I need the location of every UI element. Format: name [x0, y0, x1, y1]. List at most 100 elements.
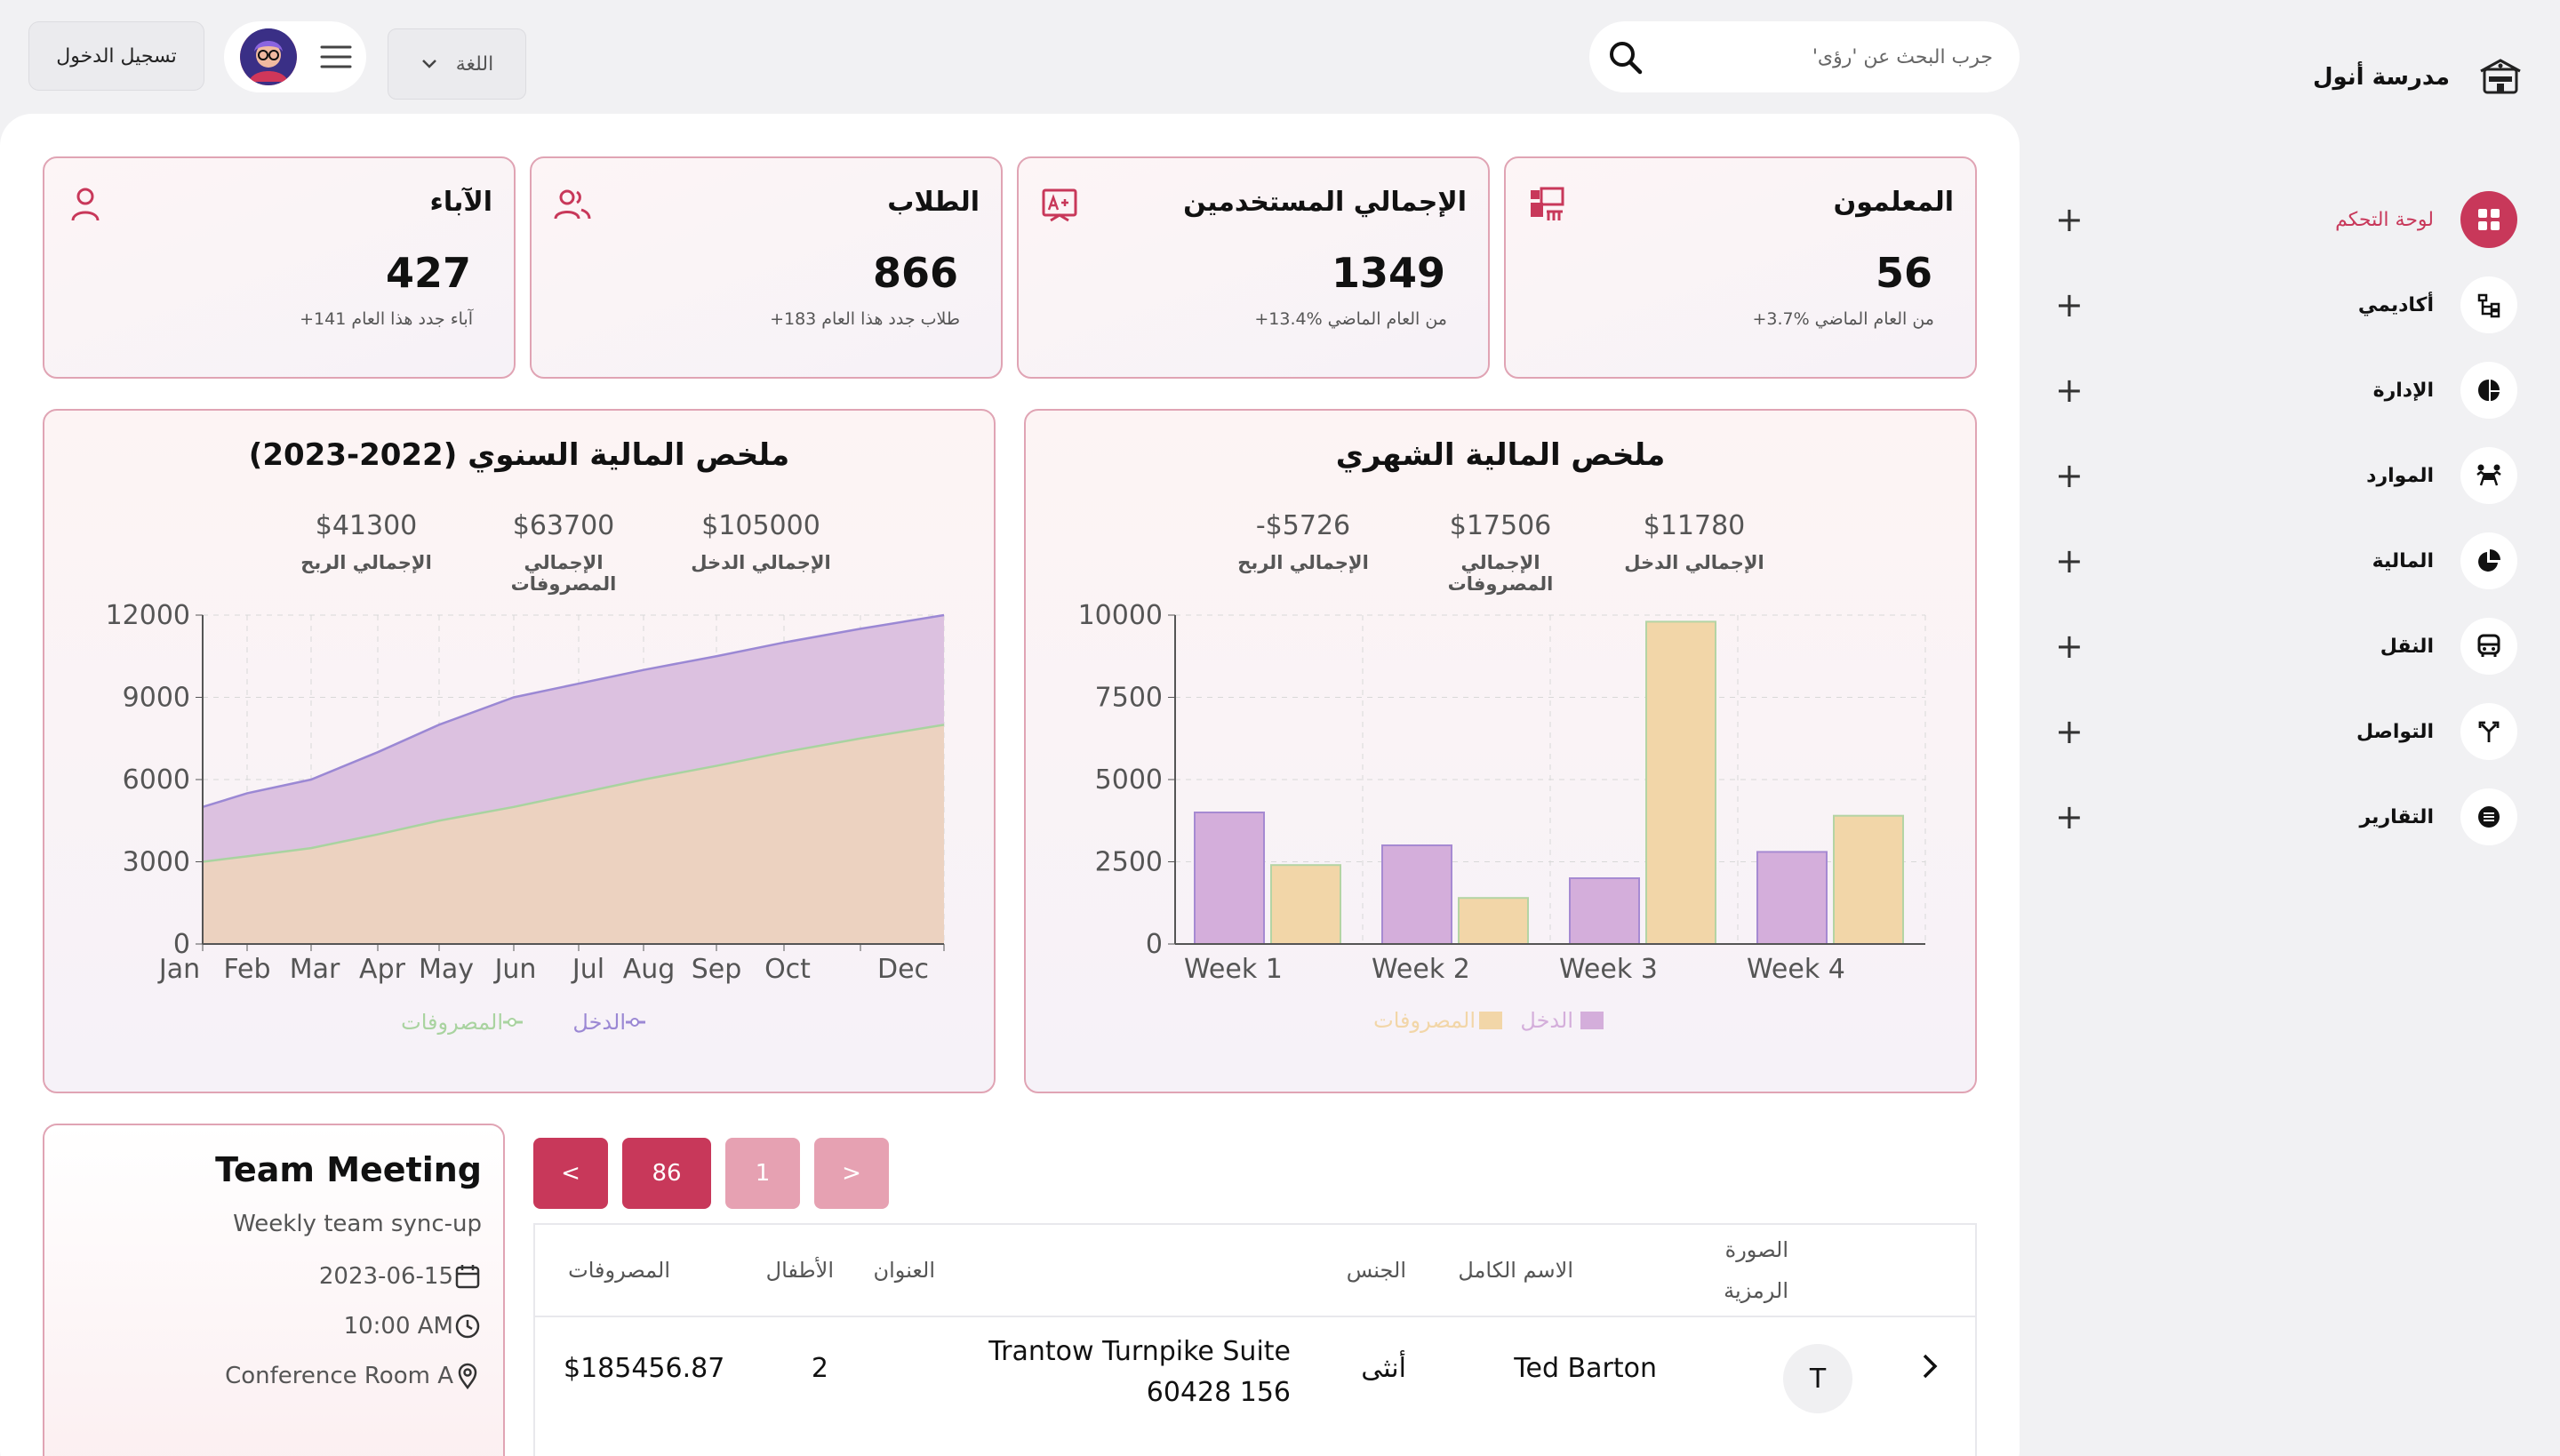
chevron-right-icon[interactable] [1918, 1351, 1941, 1381]
grade-icon [1042, 188, 1077, 222]
column-header-address[interactable]: العنوان [873, 1258, 936, 1283]
pagination-next-button[interactable]: > [814, 1138, 889, 1209]
x-tick-label: Week 3 [1559, 954, 1658, 985]
y-tick-label: 3000 [123, 847, 190, 878]
monthly-finance-card: ملخص المالية الشهري $11780 الإجمالي الدخ… [1024, 409, 1977, 1093]
login-button[interactable]: تسجيل الدخول [28, 21, 204, 91]
x-tick-label: Sep [692, 954, 742, 985]
search-bar[interactable] [1589, 21, 2020, 92]
chevron-down-icon [421, 60, 436, 68]
x-tick-label: Week 1 [1184, 954, 1283, 985]
stat-card-teachers[interactable]: المعلمون 56 +3.7% من العام الماضي [1504, 156, 1977, 379]
stat-title: الآباء [429, 187, 493, 218]
sidebar-item-transport[interactable]: النقل + [2055, 615, 2517, 677]
expand-plus-icon[interactable]: + [2055, 797, 2084, 836]
dashboard-icon [2460, 191, 2517, 248]
sidebar-item-label: لوحة التحكم [2335, 208, 2434, 231]
avatar[interactable] [240, 28, 297, 85]
search-icon[interactable] [1607, 39, 1643, 75]
x-tick-label: Mar [290, 954, 340, 985]
summary-income: $105000 الإجمالي الدخل [672, 510, 850, 573]
sidebar-item-reports[interactable]: التقارير + [2055, 786, 2517, 848]
column-header-gender[interactable]: الجنس [1346, 1258, 1406, 1283]
column-header-expenses[interactable]: المصروفات [568, 1258, 670, 1283]
legend-swatch-expenses [1479, 1012, 1502, 1029]
pagination-prev-button[interactable]: < [533, 1138, 608, 1209]
sidebar-item-management[interactable]: الإدارة + [2055, 359, 2517, 421]
stat-card-students[interactable]: الطلاب 866 +183 طلاب جدد هذا العام [530, 156, 1003, 379]
legend-label-income: الدخل [1520, 1008, 1573, 1033]
brand[interactable]: مدرسة أنول [2313, 53, 2524, 101]
parents-table: الصورة الرمزية الاسم الكامل الجنس العنوا… [533, 1223, 1977, 1456]
y-tick-label: 7500 [1095, 683, 1163, 714]
column-header-full-name[interactable]: الاسم الكامل [1458, 1258, 1573, 1283]
location-pin-icon [458, 1363, 477, 1390]
sidebar-item-finance[interactable]: المالية + [2055, 530, 2517, 592]
expand-plus-icon[interactable]: + [2055, 541, 2084, 580]
summary-label: الإجمالي الدخل [1624, 552, 1764, 573]
y-tick-label: 10000 [1078, 600, 1163, 631]
summary-label: الإجمالي الربح [1237, 552, 1369, 573]
line-income [202, 613, 945, 809]
y-tick-label: 9000 [123, 683, 190, 714]
bar [1569, 877, 1640, 945]
pagination-page-button[interactable]: 1 [725, 1138, 800, 1209]
column-header-children[interactable]: الأطفال [765, 1258, 834, 1283]
sidebar-item-academic[interactable]: أكاديمي + [2055, 274, 2517, 336]
summary-profit: $41300 الإجمالي الربح [277, 510, 455, 573]
x-tick-label: Apr [359, 954, 406, 985]
event-time: 10:00 AM [344, 1312, 482, 1340]
row-avatar: T [1783, 1344, 1852, 1413]
hamburger-menu-icon[interactable] [320, 44, 352, 69]
bar [1194, 812, 1265, 945]
bar [1645, 620, 1716, 945]
x-tick-label: May [419, 954, 474, 985]
expand-plus-icon[interactable]: + [2055, 371, 2084, 410]
summary-value: $11780 [1643, 510, 1746, 541]
expand-plus-icon[interactable]: + [2055, 285, 2084, 324]
resources-icon [2460, 447, 2517, 504]
stat-card-parents[interactable]: الآباء 427 +141 آباء جدد هذا العام [43, 156, 516, 379]
stat-card-total-users[interactable]: الإجمالي المستخدمين 1349 +13.4% من العام… [1017, 156, 1490, 379]
sidebar-item-label: أكاديمي [2357, 293, 2434, 316]
school-logo-icon [2480, 59, 2521, 94]
summary-label: الإجمالي المصروفات [1447, 552, 1554, 595]
language-select[interactable]: اللغة [388, 28, 526, 100]
event-location-text: Conference Room A [225, 1363, 453, 1389]
event-card[interactable]: Team Meeting Weekly team sync-up 2023-06… [43, 1124, 505, 1456]
expand-plus-icon[interactable]: + [2055, 456, 2084, 495]
cell-expenses: $185456.87 [564, 1353, 725, 1384]
x-tick-label: Jun [493, 954, 537, 985]
legend-label-expenses: المصروفات [1373, 1008, 1476, 1033]
pagination-current-page[interactable]: 86 [622, 1138, 711, 1209]
stat-subtitle: +183 طلاب جدد هذا العام [770, 309, 960, 329]
expand-plus-icon[interactable]: + [2055, 627, 2084, 666]
calendar-icon [455, 1265, 480, 1289]
academic-icon [2460, 276, 2517, 333]
summary-value: $17506 [1449, 510, 1552, 541]
y-tick-label: 6000 [123, 764, 190, 796]
legend-label-income: الدخل [572, 1010, 626, 1035]
event-title: Team Meeting [215, 1150, 482, 1189]
column-header-avatar[interactable]: الصورة الرمزية [1724, 1237, 1788, 1303]
line-expenses [202, 724, 945, 863]
search-input[interactable] [1643, 45, 1993, 68]
language-label: اللغة [455, 52, 494, 76]
x-tick-label: Aug [623, 954, 676, 985]
stat-title: الإجمالي المستخدمين [1183, 187, 1467, 218]
expand-plus-icon[interactable]: + [2055, 200, 2084, 239]
expand-plus-icon[interactable]: + [2055, 712, 2084, 751]
y-tick-label: 2500 [1095, 847, 1163, 878]
sidebar-item-communication[interactable]: التواصل + [2055, 700, 2517, 763]
sidebar-item-resources[interactable]: الموارد + [2055, 444, 2517, 507]
stat-title: المعلمون [1833, 187, 1954, 218]
summary-income: $11780 الإجمالي الدخل [1605, 510, 1783, 573]
sidebar-item-label: النقل [2380, 635, 2434, 658]
sidebar-item-dashboard[interactable]: لوحة التحكم + [2055, 188, 2517, 251]
summary-label: الإجمالي الربح [300, 552, 432, 573]
user-menu[interactable] [224, 21, 366, 92]
summary-value: $105000 [701, 510, 820, 541]
bus-icon [2460, 618, 2517, 675]
communication-icon [2460, 703, 2517, 760]
event-date: 2023-06-15 [319, 1262, 482, 1291]
